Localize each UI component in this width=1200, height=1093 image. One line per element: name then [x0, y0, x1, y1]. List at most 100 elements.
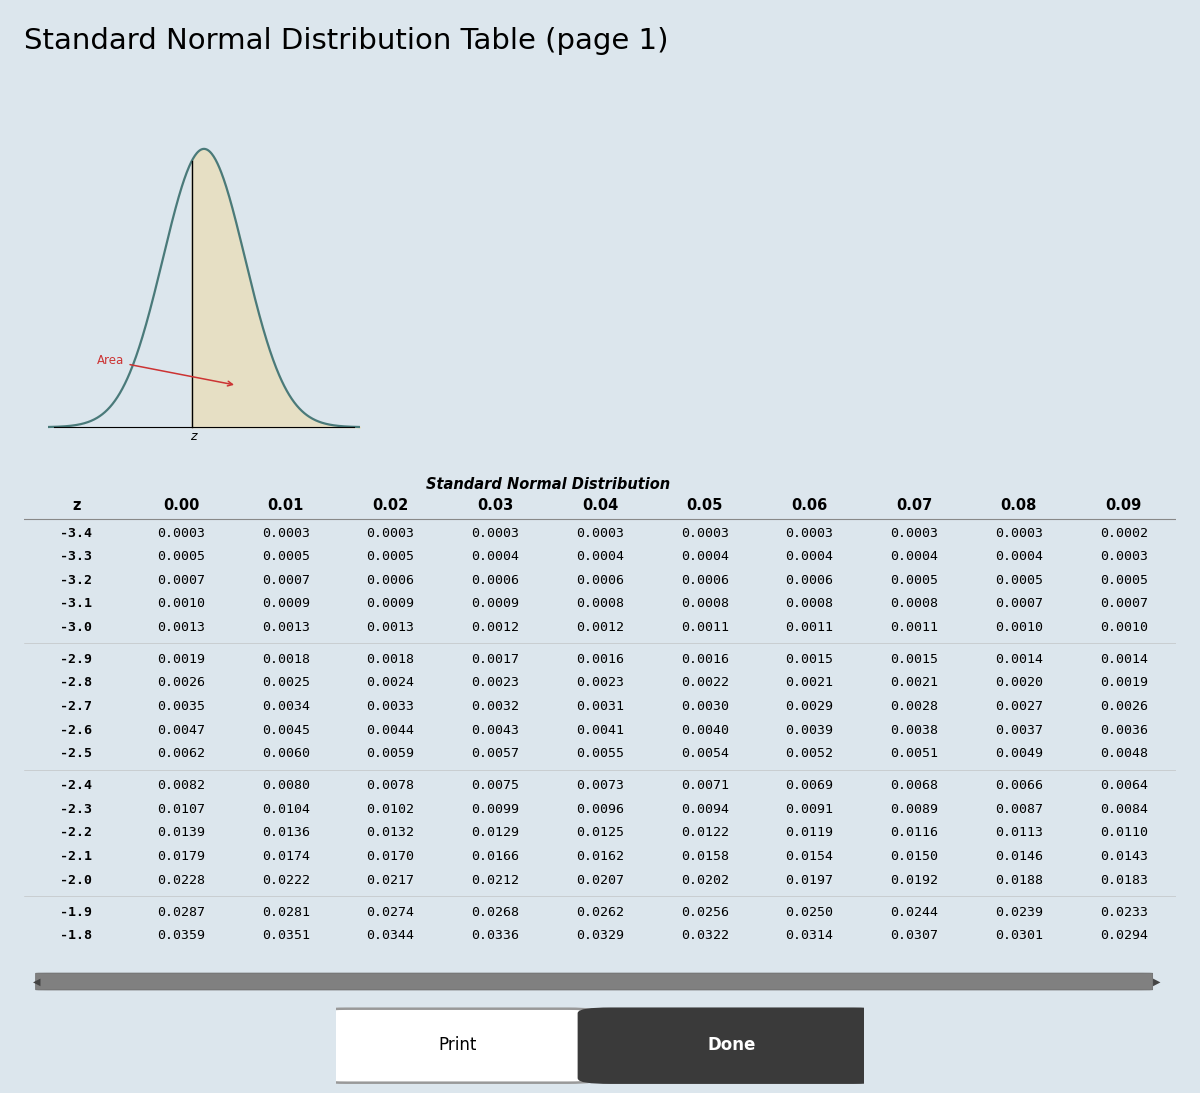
Text: 0.0004: 0.0004: [786, 550, 834, 563]
Text: 0.0150: 0.0150: [890, 850, 938, 863]
Text: 0.0004: 0.0004: [995, 550, 1043, 563]
Text: 0.0003: 0.0003: [262, 527, 310, 540]
Text: 0.0183: 0.0183: [1099, 873, 1147, 886]
Text: 0.0228: 0.0228: [157, 873, 205, 886]
Text: 0.0322: 0.0322: [680, 929, 728, 942]
Text: 0.0011: 0.0011: [680, 621, 728, 634]
Text: 0.0004: 0.0004: [576, 550, 624, 563]
Text: 0.0005: 0.0005: [366, 550, 414, 563]
Text: 0.0207: 0.0207: [576, 873, 624, 886]
Text: z: z: [72, 498, 80, 514]
Text: 0.0028: 0.0028: [890, 701, 938, 713]
Text: 0.0008: 0.0008: [890, 598, 938, 610]
Text: 0.0188: 0.0188: [995, 873, 1043, 886]
Text: 0.0044: 0.0044: [366, 724, 414, 737]
Text: 0.0116: 0.0116: [890, 826, 938, 839]
Text: 0.0010: 0.0010: [157, 598, 205, 610]
Text: 0.0013: 0.0013: [262, 621, 310, 634]
Text: 0.0069: 0.0069: [786, 779, 834, 792]
Text: -2.3: -2.3: [60, 803, 92, 815]
Text: 0.0040: 0.0040: [680, 724, 728, 737]
Text: 0.0113: 0.0113: [995, 826, 1043, 839]
Text: 0.0110: 0.0110: [1099, 826, 1147, 839]
Text: 0.0301: 0.0301: [995, 929, 1043, 942]
Text: 0.0010: 0.0010: [995, 621, 1043, 634]
Text: 0.0005: 0.0005: [157, 550, 205, 563]
Text: 0.0030: 0.0030: [680, 701, 728, 713]
Text: 0.0014: 0.0014: [1099, 653, 1147, 666]
Text: 0.0048: 0.0048: [1099, 748, 1147, 761]
Text: -3.4: -3.4: [60, 527, 92, 540]
Text: 0.0038: 0.0038: [890, 724, 938, 737]
Text: 0.0119: 0.0119: [786, 826, 834, 839]
Text: 0.0071: 0.0071: [680, 779, 728, 792]
Text: 0.0043: 0.0043: [472, 724, 520, 737]
Text: 0.0007: 0.0007: [995, 598, 1043, 610]
Text: 0.0287: 0.0287: [157, 906, 205, 918]
Text: Done: Done: [708, 1036, 756, 1054]
Text: -1.9: -1.9: [60, 906, 92, 918]
Text: 0.0012: 0.0012: [472, 621, 520, 634]
Text: 0.0089: 0.0089: [890, 803, 938, 815]
Text: 0.0068: 0.0068: [890, 779, 938, 792]
Text: 0.0010: 0.0010: [1099, 621, 1147, 634]
Text: 0.0129: 0.0129: [472, 826, 520, 839]
Text: 0.0016: 0.0016: [680, 653, 728, 666]
Text: Print: Print: [438, 1036, 476, 1054]
Text: -2.4: -2.4: [60, 779, 92, 792]
Text: 0.0008: 0.0008: [786, 598, 834, 610]
Text: 0.0015: 0.0015: [890, 653, 938, 666]
Text: 0.0009: 0.0009: [262, 598, 310, 610]
Text: 0.0007: 0.0007: [157, 574, 205, 587]
Text: 0.06: 0.06: [791, 498, 828, 514]
Text: 0.0016: 0.0016: [576, 653, 624, 666]
Text: 0.0107: 0.0107: [157, 803, 205, 815]
Text: 0.0018: 0.0018: [262, 653, 310, 666]
Text: 0.0041: 0.0041: [576, 724, 624, 737]
Text: 0.0009: 0.0009: [472, 598, 520, 610]
Text: 0.0055: 0.0055: [576, 748, 624, 761]
Text: -2.5: -2.5: [60, 748, 92, 761]
FancyBboxPatch shape: [578, 1009, 886, 1083]
Text: 0.0262: 0.0262: [576, 906, 624, 918]
Text: 0.0049: 0.0049: [995, 748, 1043, 761]
Text: 0.0122: 0.0122: [680, 826, 728, 839]
Text: 0.0162: 0.0162: [576, 850, 624, 863]
Text: -1.8: -1.8: [60, 929, 92, 942]
Text: 0.0003: 0.0003: [472, 527, 520, 540]
Text: ▶: ▶: [1153, 976, 1160, 987]
Text: 0.0006: 0.0006: [680, 574, 728, 587]
Text: 0.0007: 0.0007: [262, 574, 310, 587]
Text: 0.0021: 0.0021: [890, 677, 938, 690]
FancyBboxPatch shape: [36, 973, 1153, 990]
Text: 0.02: 0.02: [372, 498, 409, 514]
Text: 0.0256: 0.0256: [680, 906, 728, 918]
Text: 0.0336: 0.0336: [472, 929, 520, 942]
Text: 0.0008: 0.0008: [680, 598, 728, 610]
Text: 0.0039: 0.0039: [786, 724, 834, 737]
Text: 0.0003: 0.0003: [890, 527, 938, 540]
Text: 0.0052: 0.0052: [786, 748, 834, 761]
Text: 0.0217: 0.0217: [366, 873, 414, 886]
Text: 0.0019: 0.0019: [1099, 677, 1147, 690]
Text: 0.0013: 0.0013: [157, 621, 205, 634]
Text: 0.0005: 0.0005: [1099, 574, 1147, 587]
Text: 0.0008: 0.0008: [576, 598, 624, 610]
Text: 0.0073: 0.0073: [576, 779, 624, 792]
Text: 0.0192: 0.0192: [890, 873, 938, 886]
Text: 0.0174: 0.0174: [262, 850, 310, 863]
Text: 0.0026: 0.0026: [1099, 701, 1147, 713]
Text: 0.0023: 0.0023: [472, 677, 520, 690]
Text: 0.0344: 0.0344: [366, 929, 414, 942]
Text: 0.0003: 0.0003: [576, 527, 624, 540]
Text: 0.0006: 0.0006: [576, 574, 624, 587]
Text: 0.0033: 0.0033: [366, 701, 414, 713]
Text: 0.08: 0.08: [1001, 498, 1037, 514]
Text: 0.0060: 0.0060: [262, 748, 310, 761]
Text: 0.0170: 0.0170: [366, 850, 414, 863]
Text: 0.0314: 0.0314: [786, 929, 834, 942]
Text: 0.0047: 0.0047: [157, 724, 205, 737]
Text: 0.0024: 0.0024: [366, 677, 414, 690]
Text: 0.0003: 0.0003: [366, 527, 414, 540]
Text: 0.0059: 0.0059: [366, 748, 414, 761]
